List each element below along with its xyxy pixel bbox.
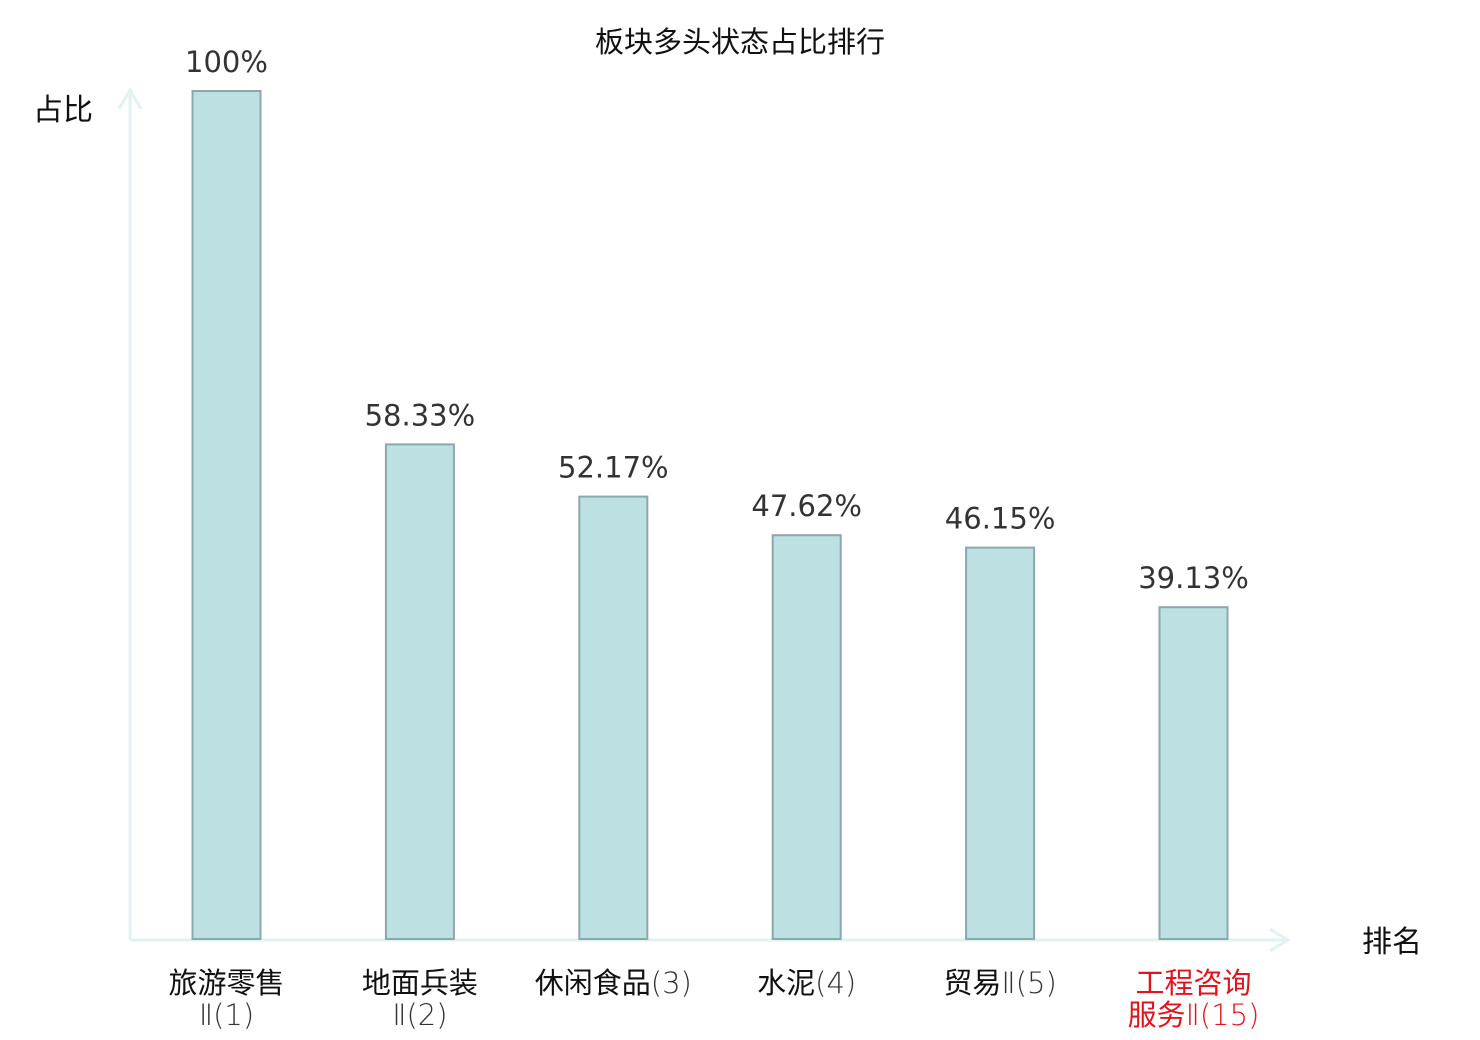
- category-label-6-line-1: 工程咨询: [1135, 966, 1251, 1000]
- bar-1: [191, 90, 262, 940]
- value-label-2: 58.33%: [365, 398, 476, 432]
- category-label-2-line-1: 地面兵装: [362, 966, 478, 1000]
- bar-3: [578, 495, 649, 940]
- value-label-5: 46.15%: [945, 502, 1056, 536]
- category-label-2-line-2: Ⅱ(2): [392, 998, 447, 1032]
- bar-5: [965, 546, 1036, 940]
- value-labels-group: 100% 58.33% 52.17% 47.62% 46.15% 39.13%: [185, 45, 1249, 595]
- value-label-4: 47.62%: [751, 489, 862, 523]
- category-label-5-line-1: 贸易Ⅱ(5): [943, 966, 1056, 1000]
- axes: [117, 87, 1291, 953]
- bar-6: [1158, 606, 1229, 940]
- chart-title: 板块多头状态占比排行: [595, 25, 885, 59]
- y-axis-label: 占比: [33, 93, 93, 128]
- value-label-6: 39.13%: [1138, 561, 1249, 595]
- category-label-1-line-1: 旅游零售: [168, 966, 284, 1000]
- category-label-6-line-2: 服务Ⅱ(15): [1128, 998, 1260, 1032]
- value-label-1: 100%: [185, 45, 268, 79]
- category-label-1-line-2: Ⅱ(1): [199, 998, 254, 1032]
- bar-4: [771, 534, 842, 940]
- value-label-3: 52.17%: [558, 451, 669, 485]
- category-label-3-line-1: 休闲食品(3): [535, 966, 692, 1000]
- x-axis-arrow: [1269, 927, 1291, 953]
- y-axis-arrow: [117, 87, 143, 110]
- bars-group: [191, 90, 1229, 940]
- category-label-4-line-1: 水泥(4): [757, 966, 856, 1000]
- bar-2: [384, 443, 455, 940]
- x-axis-label: 排名: [1362, 925, 1422, 960]
